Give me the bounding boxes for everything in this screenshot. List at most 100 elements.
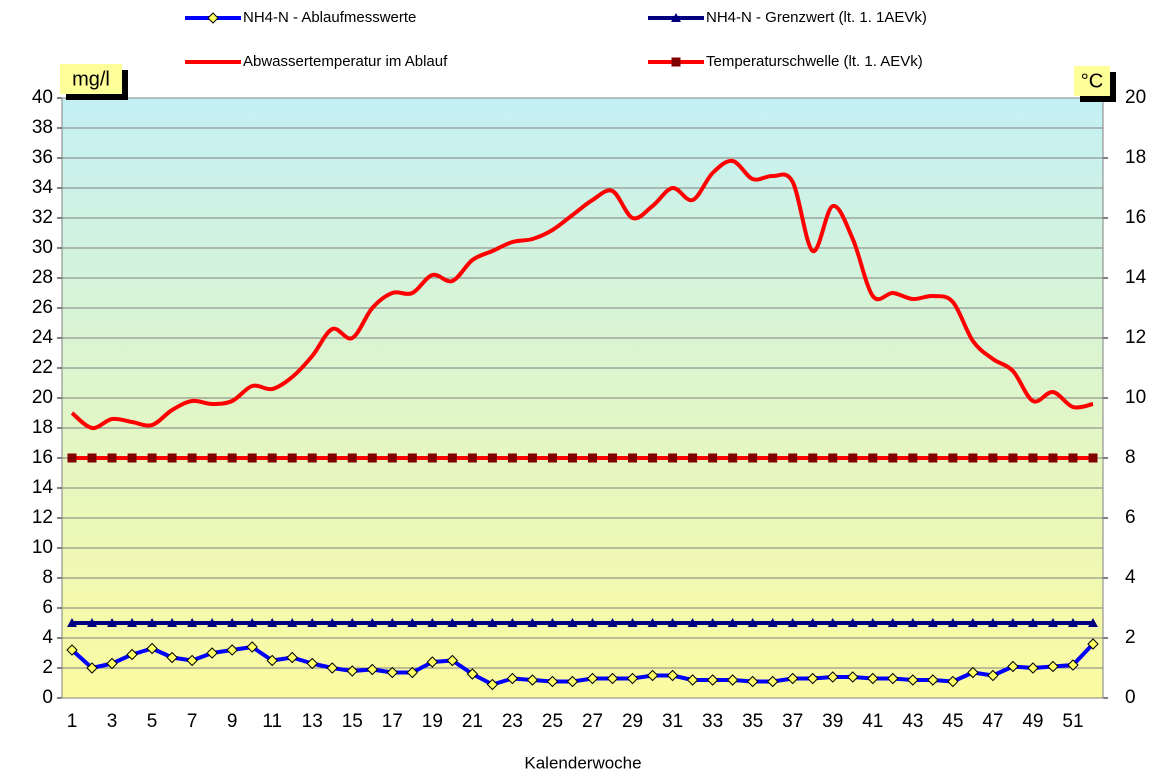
marker	[648, 453, 658, 463]
y-tick-label: 32	[32, 207, 53, 228]
marker	[567, 453, 577, 463]
marker	[588, 453, 598, 463]
marker	[606, 672, 619, 685]
legend-label: Abwassertemperatur im Ablauf	[243, 53, 448, 70]
marker	[466, 668, 479, 680]
x-tick-label: 19	[422, 711, 443, 732]
marker	[427, 453, 437, 463]
marker	[307, 618, 318, 627]
marker	[227, 618, 238, 627]
x-tick-label: 47	[982, 711, 1003, 732]
marker	[847, 671, 859, 683]
marker	[326, 662, 338, 674]
marker	[446, 654, 459, 667]
marker	[1027, 662, 1039, 674]
marker	[187, 618, 198, 627]
legend-item: NH4-N - Ablaufmesswerte	[185, 9, 416, 26]
marker	[427, 618, 438, 627]
x-tick-label: 5	[147, 711, 158, 732]
y2-tick-label: 4	[1125, 567, 1136, 588]
x-axis-label: Kalenderwoche	[524, 753, 641, 772]
marker	[587, 618, 598, 627]
marker	[127, 618, 138, 627]
marker	[987, 669, 999, 682]
marker	[786, 672, 799, 685]
y-tick-label: 22	[32, 357, 53, 378]
marker	[686, 674, 699, 686]
y-tick-label: 38	[32, 117, 53, 138]
marker	[908, 453, 918, 463]
y2-tick-label: 8	[1125, 447, 1136, 468]
y-unit: mg/l	[72, 68, 110, 90]
y2-tick-label: 12	[1125, 327, 1146, 348]
marker	[307, 453, 317, 463]
marker	[626, 672, 639, 685]
marker	[1007, 618, 1018, 627]
marker	[726, 674, 739, 686]
marker	[347, 453, 357, 463]
y2-tick-label: 18	[1125, 147, 1146, 168]
marker	[66, 644, 78, 656]
y2-tick-label: 10	[1125, 387, 1146, 408]
y2-tick-label: 0	[1125, 687, 1136, 708]
y2-tick-label: 16	[1125, 207, 1146, 228]
marker	[227, 453, 237, 463]
y-tick-label: 14	[32, 477, 54, 498]
y-tick-label: 36	[32, 147, 53, 168]
x-tick-label: 41	[862, 711, 883, 732]
marker	[467, 453, 477, 463]
marker	[848, 453, 858, 463]
marker	[867, 672, 879, 685]
marker	[86, 662, 98, 674]
marker	[527, 453, 537, 463]
marker	[867, 618, 878, 627]
y-tick-label: 24	[32, 327, 54, 348]
y-tick-label: 4	[42, 627, 53, 648]
y-tick-label: 40	[32, 87, 53, 108]
y-tick-label: 12	[32, 507, 53, 528]
marker	[226, 644, 238, 656]
marker	[407, 618, 418, 627]
marker	[1067, 618, 1078, 627]
marker	[927, 618, 938, 627]
marker	[888, 453, 898, 463]
marker	[788, 453, 798, 463]
series-line	[70, 158, 1094, 431]
marker	[147, 453, 157, 463]
y-tick-label: 16	[32, 447, 53, 468]
marker	[186, 654, 198, 667]
y-tick-label: 10	[32, 537, 53, 558]
marker	[668, 453, 678, 463]
legend-item: NH4-N - Grenzwert (lt. 1. 1AEVk)	[648, 9, 927, 26]
marker	[947, 618, 958, 627]
marker	[207, 453, 217, 463]
y-tick-label: 2	[42, 657, 53, 678]
marker	[246, 641, 258, 653]
marker	[988, 453, 998, 463]
marker	[67, 618, 77, 627]
x-tick-label: 39	[822, 711, 843, 732]
marker	[567, 618, 578, 627]
marker	[647, 618, 658, 627]
legend: NH4-N - Ablaufmesswerte NH4-N - Grenzwert…	[185, 9, 927, 70]
x-tick-label: 3	[107, 711, 118, 732]
marker	[607, 618, 618, 627]
marker	[306, 657, 318, 670]
marker	[688, 453, 698, 463]
marker	[287, 618, 298, 627]
y-tick-label: 20	[32, 387, 53, 408]
marker	[327, 618, 338, 627]
y-tick-label: 0	[42, 687, 53, 708]
marker	[346, 665, 358, 677]
marker	[347, 618, 358, 627]
marker	[766, 675, 779, 688]
x-tick-label: 13	[302, 711, 323, 732]
marker	[746, 675, 759, 688]
y2-unit: °C	[1081, 70, 1103, 92]
marker	[827, 671, 839, 683]
y-tick-label: 28	[32, 267, 53, 288]
marker	[1088, 618, 1098, 627]
marker	[687, 618, 698, 627]
marker	[807, 618, 818, 627]
x-tick-label: 37	[782, 711, 803, 732]
